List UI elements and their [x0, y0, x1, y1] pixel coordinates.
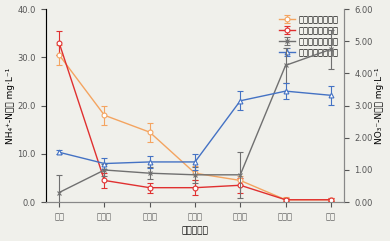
- X-axis label: 各个反应器: 各个反应器: [182, 227, 208, 235]
- Legend: 投加纤维素前氨氮, 投加纤维素后氨氮, 投加纤维素前硝氮, 投加纤维素后硝氮: 投加纤维素前氨氮, 投加纤维素后氨氮, 投加纤维素前硝氮, 投加纤维素后硝氮: [277, 13, 340, 59]
- Y-axis label: NH₄⁺-N浓度 mg·L⁻¹: NH₄⁺-N浓度 mg·L⁻¹: [5, 67, 14, 144]
- Y-axis label: NO₃⁻-N浓度 mg·L⁻¹: NO₃⁻-N浓度 mg·L⁻¹: [376, 67, 385, 144]
